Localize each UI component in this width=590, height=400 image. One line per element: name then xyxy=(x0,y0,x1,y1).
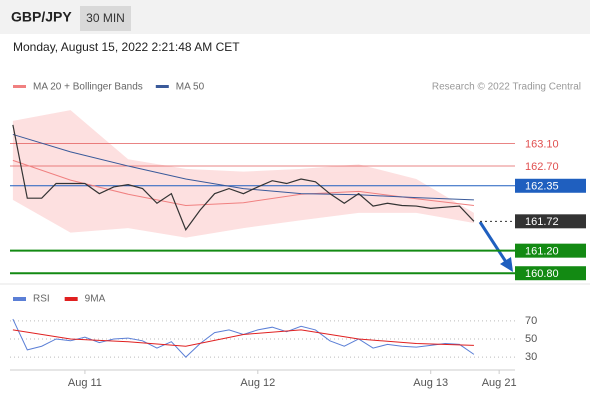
timeframe-badge[interactable] xyxy=(80,6,131,31)
x-tick-label: Aug 13 xyxy=(413,377,448,389)
forecast-arrow xyxy=(478,221,508,263)
legend-label: MA 20 + Bollinger Bands xyxy=(33,82,143,93)
level-box xyxy=(515,266,586,281)
y-tick-label: 30 xyxy=(525,351,537,363)
symbol: GBP/JPY xyxy=(11,9,72,25)
timeframe[interactable]: 30 MIN xyxy=(86,11,125,25)
level-label: 163.10 xyxy=(525,138,559,150)
level-label: 162.70 xyxy=(525,161,559,173)
level-label: 160.80 xyxy=(525,268,559,280)
x-tick-label: Aug 12 xyxy=(240,377,275,389)
rsi-line xyxy=(12,318,475,358)
rsi-line xyxy=(12,329,474,347)
legend-swatch xyxy=(13,297,26,301)
legend-swatch xyxy=(13,85,26,88)
legend-label: MA 50 xyxy=(176,82,205,93)
legend-label: 9MA xyxy=(85,294,106,305)
x-tick-label: Aug 21 xyxy=(482,377,517,389)
level-box xyxy=(515,178,586,193)
timestamp: Monday, August 15, 2022 2:21:48 AM CET xyxy=(13,40,240,54)
level-label: 161.20 xyxy=(525,246,559,258)
ma-line xyxy=(12,133,474,201)
y-tick-label: 70 xyxy=(525,315,537,327)
legend-label: RSI xyxy=(33,294,50,305)
price-line xyxy=(12,124,475,232)
legend-swatch xyxy=(64,297,78,301)
level-label: 161.72 xyxy=(525,216,559,228)
legend-swatch xyxy=(155,85,169,88)
x-tick-label: Aug 11 xyxy=(68,377,102,389)
bollinger-band xyxy=(12,110,474,238)
level-box xyxy=(515,214,586,229)
level-box xyxy=(515,243,586,258)
level-label: 162.35 xyxy=(525,181,559,193)
source: Research © 2022 Trading Central xyxy=(432,82,581,93)
forecast-arrowhead xyxy=(500,257,513,272)
y-tick-label: 50 xyxy=(525,333,537,345)
